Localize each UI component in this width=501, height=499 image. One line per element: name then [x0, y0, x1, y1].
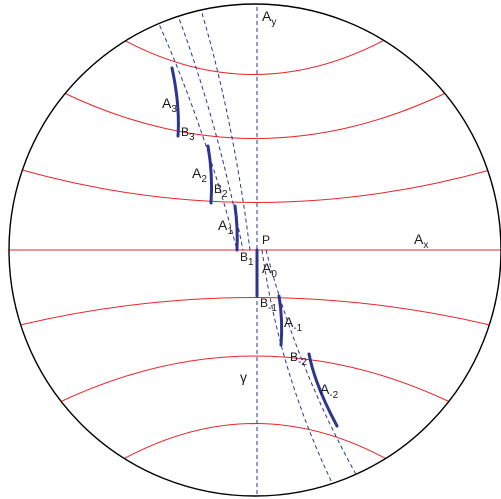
label-b2: B2 — [214, 182, 228, 200]
red-curve-bottom-2 — [59, 355, 451, 403]
dashed-curves-lower — [261, 249, 371, 496]
segment-a2 — [206, 144, 214, 205]
label-am1: A-1 — [284, 314, 303, 334]
red-curve-top-1 — [119, 35, 393, 75]
label-a1: A1 — [218, 217, 233, 237]
segments — [170, 66, 339, 428]
label-b1: B1 — [240, 250, 254, 268]
dashed-curve-upper-1 — [147, 4, 238, 251]
label-ay: Ay — [262, 8, 276, 28]
label-a3: A3 — [162, 95, 177, 115]
red-curve-bottom-1 — [19, 297, 491, 326]
label-a2: A2 — [192, 165, 207, 185]
label-bm1: B-1 — [260, 296, 277, 314]
red-curves — [9, 35, 501, 463]
label-ax: Ax — [414, 231, 428, 251]
red-curve-top-3 — [21, 169, 491, 203]
label-am2: A-2 — [320, 381, 339, 401]
dashed-curve-upper-3 — [197, 4, 251, 251]
label-gamma: γ — [240, 369, 247, 385]
labels: Ay Ax P γ A3 B3 A2 B2 A1 B1 A0 B-1 A-1 B… — [162, 8, 428, 401]
dashed-curve-lower-1 — [261, 249, 341, 496]
red-curve-bottom-3 — [117, 423, 393, 463]
segment-a3 — [170, 66, 180, 138]
label-bm2: B-2 — [290, 350, 307, 368]
segment-am2 — [307, 352, 339, 428]
segment-am1 — [277, 294, 284, 347]
segment-a1 — [233, 204, 239, 252]
label-b3: B3 — [181, 125, 195, 143]
disk-boundary — [8, 3, 501, 497]
red-curve-top-2 — [61, 91, 449, 139]
label-p: P — [262, 233, 270, 247]
dashed-curve-lower-2 — [265, 249, 371, 496]
label-a0: A0 — [262, 260, 277, 280]
